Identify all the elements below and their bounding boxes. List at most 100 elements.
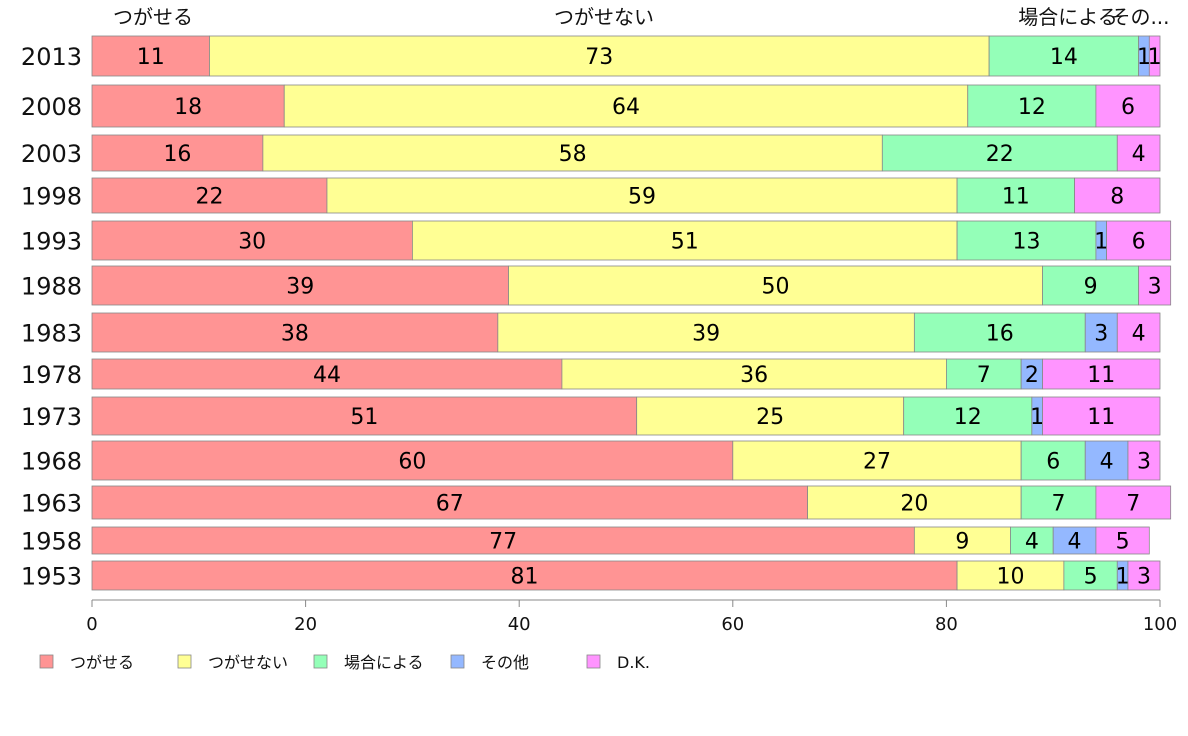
top-category-labels: つがせる つがせない 場合による その... — [113, 5, 1170, 29]
data-label: 67 — [436, 492, 464, 517]
data-label: 1 — [1116, 565, 1130, 590]
data-label: 73 — [585, 45, 613, 70]
x-tick-label: 40 — [508, 614, 531, 635]
data-label: 1 — [1137, 45, 1151, 70]
bar-segment — [561, 358, 947, 390]
data-label: 8 — [1110, 185, 1124, 210]
legend-label: つがせる — [70, 653, 134, 672]
year-label: 1958 — [21, 528, 82, 556]
data-label: 4 — [1132, 322, 1146, 347]
data-label: 7 — [977, 363, 991, 388]
data-label: 7 — [1052, 492, 1066, 517]
data-label: 22 — [986, 142, 1014, 167]
top-label-sonota: その... — [1110, 5, 1169, 29]
bar-segment — [807, 485, 1022, 520]
legend-swatch — [450, 654, 465, 669]
data-label: 39 — [286, 275, 314, 300]
bar-segment — [91, 35, 210, 77]
data-label: 12 — [1018, 95, 1046, 120]
x-tick-label: 20 — [294, 614, 317, 635]
legend-label: 場合による — [344, 653, 424, 672]
bar-segment — [1042, 265, 1140, 306]
data-label: 38 — [281, 322, 309, 347]
data-label: 3 — [1137, 565, 1151, 590]
legend-swatch — [39, 654, 54, 669]
year-label: 1978 — [21, 361, 82, 389]
bar-segment — [326, 177, 958, 214]
data-label: 14 — [1050, 45, 1078, 70]
data-label: 11 — [1087, 405, 1115, 430]
data-label: 2 — [1025, 363, 1039, 388]
x-axis: 0 20 40 60 80 100 — [86, 599, 1177, 635]
year-label: 2008 — [21, 93, 82, 121]
data-label: 5 — [1084, 565, 1098, 590]
data-label: 10 — [996, 565, 1024, 590]
year-labels: 2013 2008 2003 1998 1993 1988 1983 1978 1973 1968… — [21, 43, 82, 591]
data-label: 77 — [489, 530, 517, 555]
bar-segment — [1042, 358, 1161, 390]
year-label: 2013 — [21, 43, 82, 71]
bar-segment — [1095, 84, 1161, 128]
year-label: 2003 — [21, 140, 82, 168]
bar-segment — [1138, 265, 1172, 306]
bar-segment — [1063, 560, 1118, 591]
bar-segment — [91, 526, 915, 555]
data-label: 4 — [1025, 530, 1039, 555]
data-label: 11 — [1002, 185, 1030, 210]
data-label: 1 — [1094, 230, 1108, 255]
data-label: 64 — [612, 95, 640, 120]
bar-segment — [967, 84, 1097, 128]
year-label: 1998 — [21, 183, 82, 211]
bar-segment — [1095, 485, 1172, 520]
data-label: 3 — [1137, 450, 1151, 475]
bar-segment — [1084, 312, 1118, 353]
data-label: 13 — [1013, 230, 1041, 255]
data-label: 6 — [1121, 95, 1135, 120]
bar-segment — [262, 134, 883, 172]
legend-label: その他 — [481, 653, 529, 672]
data-label: 25 — [756, 405, 784, 430]
data-label: 58 — [559, 142, 587, 167]
bar-segment — [1116, 312, 1161, 353]
bar-segment — [1148, 35, 1161, 77]
bar-segment — [946, 358, 1022, 390]
top-label-baai-niyoru: 場合による — [1018, 5, 1117, 29]
bar-segment — [903, 396, 1033, 436]
data-label: 5 — [1116, 530, 1130, 555]
bar-segment — [956, 560, 1065, 591]
year-label: 1953 — [21, 563, 82, 591]
data-label: 4 — [1068, 530, 1082, 555]
legend-swatch — [313, 654, 328, 669]
legend-swatch — [586, 654, 601, 669]
data-label: 51 — [350, 405, 378, 430]
data-label: 6 — [1132, 230, 1146, 255]
bar-segment — [91, 396, 638, 436]
bar-segment — [1084, 440, 1129, 481]
legend-label: D.K. — [617, 653, 650, 672]
data-label: 39 — [692, 322, 720, 347]
bar-segment — [1074, 177, 1161, 214]
bar-segment — [1095, 526, 1150, 555]
bar-segment — [1010, 526, 1054, 555]
bar-segment — [988, 35, 1140, 77]
data-label: 11 — [1087, 363, 1115, 388]
data-label: 6 — [1046, 450, 1060, 475]
data-label: 1 — [1148, 45, 1162, 70]
data-label: 50 — [762, 275, 790, 300]
bar-segment — [1052, 526, 1097, 555]
data-label: 3 — [1148, 275, 1162, 300]
bar-segment — [497, 312, 915, 353]
year-label: 1963 — [21, 490, 82, 518]
x-tick-label: 0 — [86, 614, 97, 635]
bar-segment — [283, 84, 969, 128]
data-label: 44 — [313, 363, 341, 388]
data-label: 11 — [137, 45, 165, 70]
data-label: 12 — [954, 405, 982, 430]
bar-segment — [91, 265, 509, 306]
data-label: 9 — [955, 530, 969, 555]
x-tick-label: 80 — [935, 614, 958, 635]
data-label: 16 — [986, 322, 1014, 347]
bar-segment — [91, 560, 958, 591]
